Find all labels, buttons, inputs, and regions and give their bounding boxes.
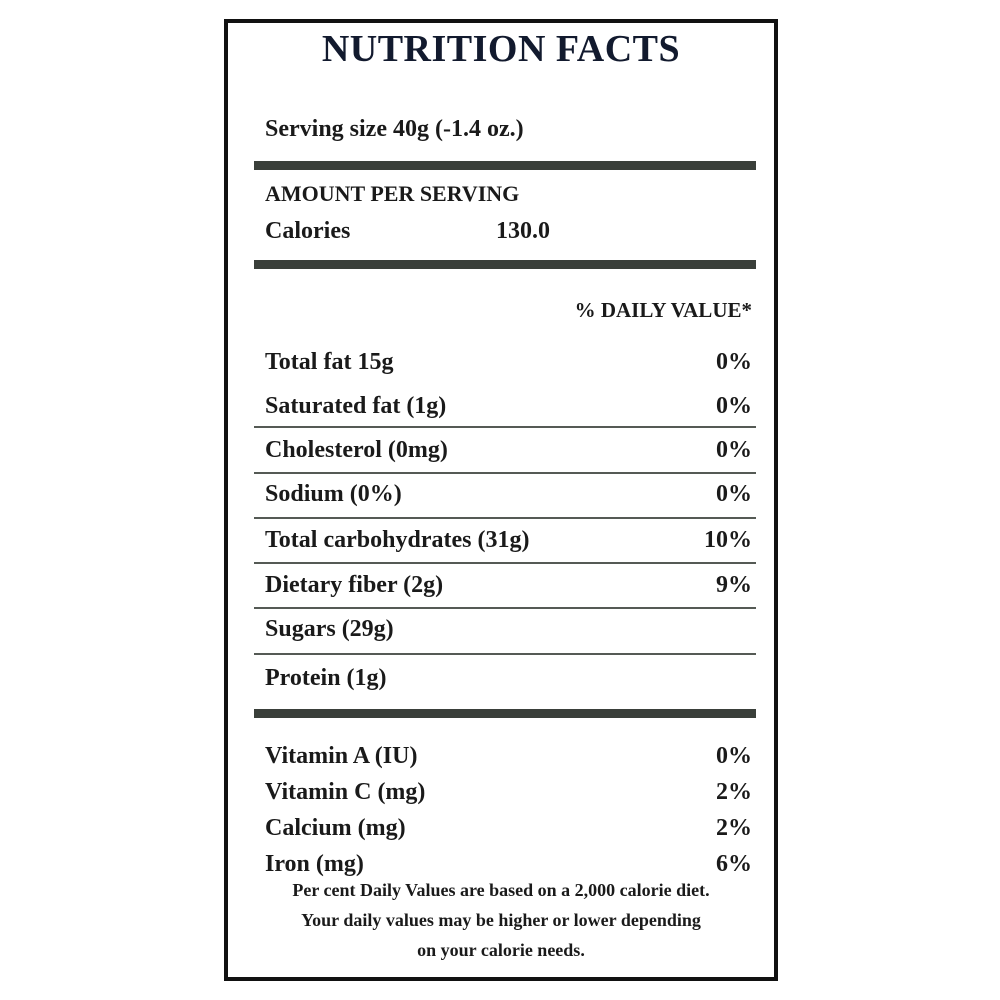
divider-thin [254,517,756,519]
vitamin-a-dv: 0% [716,743,752,769]
nutrient-total-fat: Total fat 15g [265,349,394,375]
footnote-line: on your calorie needs. [417,940,585,960]
vitamin-a: Vitamin A (IU) [265,743,418,769]
divider-thin [254,472,756,474]
calcium-dv: 2% [716,815,752,841]
nutrient-sugars: Sugars (29g) [265,616,394,642]
calories-label: Calories [265,218,351,244]
iron: Iron (mg) [265,851,364,877]
serving-size: Serving size 40g (-1.4 oz.) [265,116,524,142]
nutrient-saturated-fat-dv: 0% [716,393,752,419]
label-title: NUTRITION FACTS [321,28,681,70]
nutrient-protein: Protein (1g) [265,665,387,691]
nutrient-dietary-fiber-dv: 9% [716,572,752,598]
nutrient-cholesterol: Cholesterol (0mg) [265,437,448,463]
calcium: Calcium (mg) [265,815,406,841]
nutrient-cholesterol-dv: 0% [716,437,752,463]
divider-thin [254,607,756,609]
nutrient-sodium: Sodium (0%) [265,481,402,507]
divider-thin [254,653,756,655]
divider-thick [254,161,756,170]
nutrient-total-carbohydrates-dv: 10% [704,527,752,553]
divider-thin [254,426,756,428]
nutrient-saturated-fat: Saturated fat (1g) [265,393,447,419]
calories-value: 130.0 [496,218,550,244]
amount-per-serving-heading: AMOUNT PER SERVING [265,181,520,206]
footnote-line: Per cent Daily Values are based on a 2,0… [292,880,710,900]
vitamin-c-dv: 2% [716,779,752,805]
divider-thick [254,260,756,269]
divider-thick [254,709,756,718]
daily-value-footnote: Per cent Daily Values are based on a 2,0… [238,875,764,965]
vitamin-c: Vitamin C (mg) [265,779,426,805]
iron-dv: 6% [716,851,752,877]
nutrient-dietary-fiber: Dietary fiber (2g) [265,572,444,598]
nutrient-total-carbohydrates: Total carbohydrates (31g) [265,527,530,553]
nutrient-total-fat-dv: 0% [716,349,752,375]
nutrient-sodium-dv: 0% [716,481,752,507]
daily-value-heading: % DAILY VALUE* [574,298,752,322]
nutrition-facts-label: NUTRITION FACTS Serving size 40g (-1.4 o… [224,19,778,981]
footnote-line: Your daily values may be higher or lower… [301,910,701,930]
divider-thin [254,562,756,564]
